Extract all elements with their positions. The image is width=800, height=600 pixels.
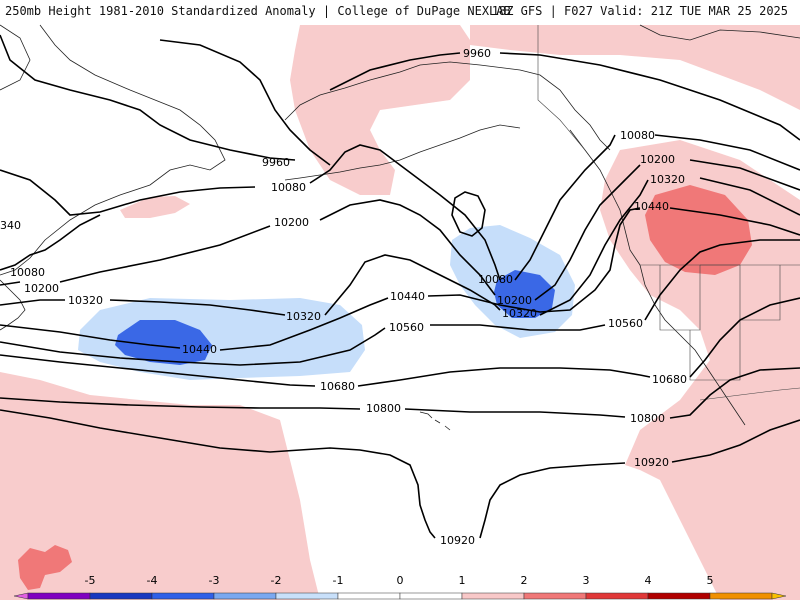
colorbar-segment <box>647 592 711 600</box>
coastlines <box>0 24 800 431</box>
positive-anomaly-small-west <box>120 196 190 218</box>
contour-labels: 9960 9960 10080 10080 10080 10080 10200 … <box>0 47 687 547</box>
contour-label: 10080 <box>478 273 513 286</box>
colorbar-max-arrow <box>771 592 787 600</box>
contour-label: 9960 <box>262 156 290 169</box>
coast-japan <box>0 279 26 331</box>
contour-10440 <box>0 207 800 351</box>
positive-anomaly-north-strip <box>470 25 800 110</box>
contour-label: 10920 <box>440 534 475 547</box>
positive-anomaly-bering-patch <box>298 25 320 50</box>
contour-10200 <box>0 159 800 301</box>
coast-aleutians <box>284 124 521 181</box>
colorbar-tick-label: 2 <box>521 574 528 587</box>
contour-label: 10440 <box>182 343 217 356</box>
contour-10680 <box>0 297 800 387</box>
border-states-3 <box>689 320 741 381</box>
colorbar-segment <box>337 592 401 600</box>
coast-alaska <box>284 61 611 151</box>
negative-anomaly-west-core <box>115 320 212 365</box>
political-borders <box>537 25 800 401</box>
contour-label: 10800 <box>630 412 665 425</box>
colorbar-segment <box>399 592 463 600</box>
colorbar-tick-label: -2 <box>271 574 282 587</box>
colorbar-segment <box>213 592 277 600</box>
coast-siberia <box>0 24 31 91</box>
coast-kamchatka <box>0 24 226 276</box>
anomaly-shading <box>0 25 800 600</box>
border-states-1 <box>659 265 701 331</box>
header-title: 250mb Height 1981-2010 Standardized Anom… <box>5 4 511 18</box>
colorbar-segment <box>709 592 773 600</box>
contour-label: 10920 <box>634 456 669 469</box>
colorbar-segment <box>523 592 587 600</box>
colorbar-segment <box>585 592 649 600</box>
contour-label: 10200 <box>24 282 59 295</box>
contour-label: 10800 <box>366 402 401 415</box>
contour-10080 <box>0 134 800 281</box>
contour-label: 10080 <box>620 129 655 142</box>
colorbar-segment <box>275 592 339 600</box>
positive-anomaly-west-coast <box>600 140 800 600</box>
contour-label: 10440 <box>390 290 425 303</box>
contour-loop <box>451 191 486 237</box>
contour-label: 10080 <box>10 266 45 279</box>
contour-label: 340 <box>0 219 21 232</box>
contour-label: 10680 <box>320 380 355 393</box>
colorbar-tick-label: -3 <box>209 574 220 587</box>
contour-label: 10080 <box>271 181 306 194</box>
contour-10320 <box>0 177 800 316</box>
contour-10920 <box>0 409 800 539</box>
colorbar-tick-label: 0 <box>397 574 404 587</box>
header-valid-time: 18Z GFS | F027 Valid: 21Z TUE MAR 25 202… <box>491 4 788 18</box>
contour-10080-left <box>0 214 101 271</box>
contour-9960-alaska <box>159 39 331 166</box>
coast-hawaii <box>419 411 451 431</box>
colorbar-segment <box>89 592 153 600</box>
positive-anomaly-sw-corner <box>18 545 72 590</box>
contour-label: 10320 <box>650 173 685 186</box>
colorbar-segment <box>151 592 215 600</box>
contour-10560 <box>0 239 800 366</box>
contour-label: 10440 <box>634 200 669 213</box>
contour-9960-ne <box>329 52 800 141</box>
contour-label: 10200 <box>497 294 532 307</box>
positive-anomaly-southwest <box>0 372 320 600</box>
colorbar: -5 -4 -3 -2 -1 0 1 2 3 4 5 <box>13 574 787 600</box>
height-contours <box>0 34 800 539</box>
border-us-mexico <box>699 387 800 401</box>
colorbar-segment <box>27 592 91 600</box>
contour-label: 10320 <box>68 294 103 307</box>
colorbar-segment <box>461 592 525 600</box>
positive-anomaly-alaska-region <box>290 25 470 195</box>
colorbar-tick-label: -1 <box>333 574 344 587</box>
colorbar-tick-label: 5 <box>707 574 714 587</box>
coast-pacific-nw <box>639 264 746 426</box>
colorbar-tick-label: 3 <box>583 574 590 587</box>
contour-10800 <box>0 367 800 419</box>
coast-arctic <box>639 24 800 41</box>
contour-label: 9960 <box>463 47 491 60</box>
colorbar-tick-label: -4 <box>147 574 158 587</box>
contour-label: 10560 <box>608 317 643 330</box>
contour-label: 10320 <box>502 307 537 320</box>
contour-label: 10200 <box>274 216 309 229</box>
colorbar-tick-label: 1 <box>459 574 466 587</box>
coast-bc <box>569 129 641 266</box>
contour-label: 10560 <box>389 321 424 334</box>
border-alaska-canada <box>537 25 586 151</box>
contour-label: 10320 <box>286 310 321 323</box>
contour-label: 10680 <box>652 373 687 386</box>
colorbar-tick-label: 4 <box>645 574 652 587</box>
contour-9960-north <box>0 34 296 161</box>
colorbar-tick-label: -5 <box>85 574 96 587</box>
contour-label: 10200 <box>640 153 675 166</box>
